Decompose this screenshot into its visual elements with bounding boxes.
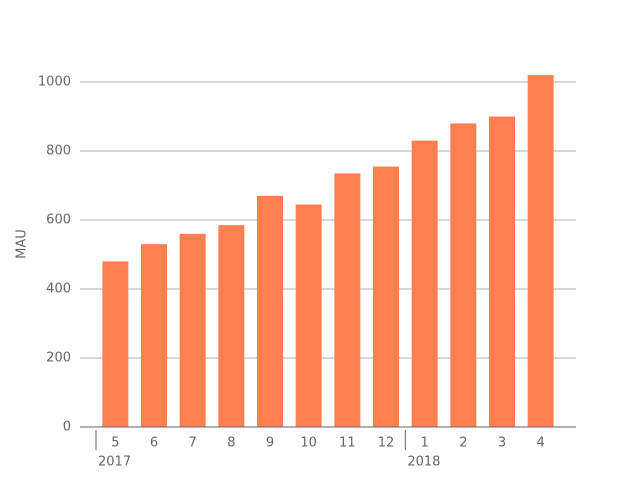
x-tick-label: 9 xyxy=(266,436,274,451)
bar xyxy=(489,116,515,427)
bar xyxy=(373,166,399,427)
bar xyxy=(527,75,554,427)
x-group-label: 2017 xyxy=(98,455,131,470)
bar xyxy=(295,204,322,427)
y-tick-label: 400 xyxy=(46,282,71,297)
x-tick-label: 2 xyxy=(459,436,467,451)
bar xyxy=(141,244,167,427)
bar xyxy=(257,195,283,427)
y-tick-label: 1000 xyxy=(38,75,71,90)
x-group-label: 2018 xyxy=(407,455,440,470)
bar xyxy=(411,140,438,427)
y-tick-label: 800 xyxy=(46,144,71,159)
x-tick-label: 1 xyxy=(421,436,429,451)
x-tick-label: 10 xyxy=(300,436,317,451)
bar xyxy=(218,225,245,427)
x-tick-label: 8 xyxy=(227,436,235,451)
y-tick-label: 0 xyxy=(63,420,71,435)
bar xyxy=(334,173,361,427)
x-tick-label: 4 xyxy=(537,436,545,451)
y-tick-label: 600 xyxy=(46,213,71,228)
x-tick-label: 12 xyxy=(378,436,395,451)
bar xyxy=(102,261,129,427)
x-tick-label: 6 xyxy=(150,436,158,451)
x-tick-label: 5 xyxy=(111,436,119,451)
x-tick-label: 11 xyxy=(339,436,356,451)
bar xyxy=(179,233,206,427)
y-tick-label: 200 xyxy=(46,351,71,366)
y-axis-label: MAU xyxy=(15,229,30,259)
x-tick-label: 7 xyxy=(189,436,197,451)
x-tick-label: 3 xyxy=(498,436,506,451)
bar xyxy=(450,123,477,428)
